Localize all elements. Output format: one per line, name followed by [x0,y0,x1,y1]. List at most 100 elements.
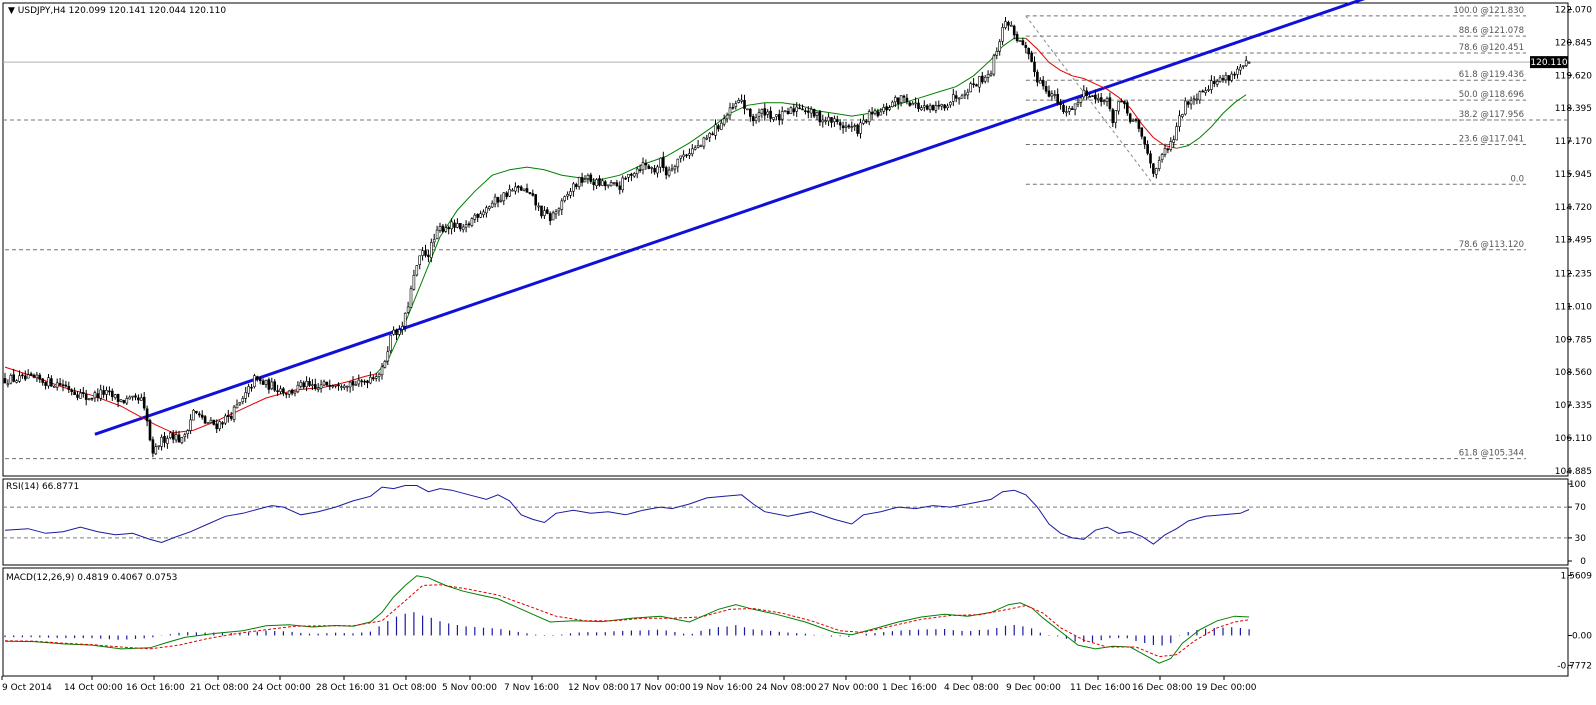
candle-body [688,153,691,156]
candle-body [644,162,648,166]
candle-body [73,391,76,396]
candle-body [137,397,140,401]
candle-body [18,375,21,382]
candle-body [369,376,372,384]
candle-body [337,384,340,387]
candle-body [70,389,73,392]
candle-body [1128,113,1132,122]
candle-body [192,409,195,421]
candle-body [1166,148,1170,151]
rsi-line [4,485,1250,545]
candle-body [1041,80,1045,87]
candle-body [1201,90,1204,93]
candle-body [685,154,688,157]
candle-body [166,438,169,444]
candle-body [84,394,88,400]
candle-body [174,434,178,441]
candle-body [1149,153,1152,164]
candle-body [516,185,520,188]
candle-body [928,105,932,110]
candle-body [949,101,952,106]
candle-body [403,312,407,327]
candle-body [325,381,329,386]
candle-body [461,226,465,230]
candle-body [140,397,143,401]
candle-body [1036,71,1039,83]
candle-body [528,192,532,194]
candle-body [299,381,303,387]
candle-body [630,173,633,176]
candle-body [1236,68,1239,75]
candle-body [531,193,535,196]
candle-body [102,390,105,395]
time-tick-label: 9 Oct 2014 [2,683,52,693]
candle-body [1076,102,1080,105]
candle-body [195,410,198,414]
candle-body [502,192,506,202]
candle-body [23,375,27,380]
candle-body [450,221,453,230]
candle-body [287,390,291,395]
candle-body [989,73,993,76]
candle-body [1227,75,1231,81]
candle-body [835,119,839,122]
candle-body [748,108,752,117]
candle-body [850,126,854,128]
candle-body [853,125,857,128]
candle-body [169,432,172,438]
candle-body [331,385,335,388]
candle-body [1172,139,1175,143]
price-tick-label: 109.785 [1555,335,1592,345]
candle-body [354,384,358,386]
candle-body [250,386,253,389]
candle-body [87,398,91,401]
candle-body [163,435,166,443]
candle-body [1108,97,1112,109]
candle-body [496,197,500,203]
candle-body [722,118,726,125]
candle-body [728,107,732,116]
candle-body [493,196,497,205]
candle-body [47,377,50,387]
candle-body [540,205,543,217]
candle-body [601,180,604,186]
candle-body [922,105,926,108]
candle-body [1233,73,1236,76]
candle-body [740,99,743,102]
macd-histogram [4,612,1250,646]
candle-body [841,125,845,129]
rsi-panel-frame [2,478,1569,566]
candle-body [270,381,274,389]
candle-body [1094,94,1097,100]
fib-level-label: 38.2 @117.956 [1459,110,1524,120]
candle-body [574,184,578,187]
candle-body [844,125,848,128]
candle-body [537,205,540,208]
candle-body [702,137,706,147]
candle-body [888,107,891,110]
candle-body [432,239,436,243]
candle-body [171,432,175,440]
candle-body [311,384,314,387]
macd-panel-frame [2,567,1569,677]
candle-body [377,373,381,377]
candle-body [554,211,558,215]
time-tick-label: 11 Dec 16:00 [1070,683,1131,693]
candle-body [412,274,416,290]
candle-body [679,155,683,159]
candle-body [29,373,33,376]
candle-body [1004,21,1007,28]
price-tick-label: 114.720 [1555,203,1592,213]
current-price-tag: 120.110 [1530,56,1568,68]
candle-body [711,133,714,136]
candle-body [1030,52,1033,62]
candle-body [838,122,842,126]
candle-body [1242,65,1245,67]
fib-level-label: 61.8 @105.344 [1459,449,1524,459]
candle-body [438,226,442,231]
candle-body [119,399,123,402]
price-tick-label: 107.335 [1555,401,1592,411]
rsi-line-layer [4,485,1250,545]
fib-level-label: 78.6 @113.120 [1459,240,1524,250]
candle-body [595,179,598,186]
